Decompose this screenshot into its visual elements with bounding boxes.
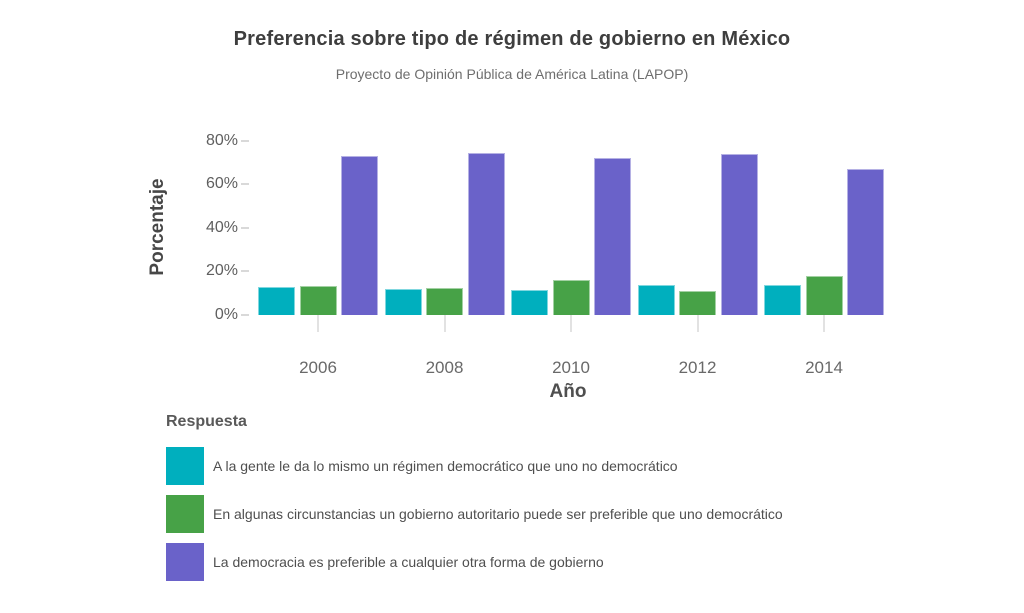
x-tick-mark: [696, 315, 699, 332]
x-tick-mark: [823, 315, 825, 332]
bar-group: [764, 169, 884, 315]
bar-group: [637, 153, 758, 315]
y-tick-label: 0%: [214, 306, 238, 323]
chart-subtitle: Proyecto de Opinión Pública de América L…: [335, 66, 689, 82]
y-tick-label: 40%: [205, 218, 238, 236]
bar: [764, 284, 801, 315]
legend-label: A la gente le da lo mismo un régimen dem…: [213, 458, 678, 474]
x-tick-label: 2014: [805, 358, 843, 377]
bar: [552, 280, 590, 315]
bar: [637, 284, 675, 315]
x-axis-title: Año: [549, 381, 587, 402]
bar: [679, 291, 716, 315]
y-tick-mark: [241, 226, 249, 229]
bar: [299, 285, 337, 315]
bar: [467, 152, 505, 315]
legend-title: Respuesta: [166, 413, 247, 430]
legend-item: A la gente le da lo mismo un régimen dem…: [166, 447, 783, 485]
y-axis-title: Porcentaje: [147, 178, 168, 276]
x-tick-mark: [317, 315, 319, 332]
bar: [384, 288, 422, 315]
bar: [341, 156, 378, 315]
legend-swatch-teal: [166, 447, 204, 485]
legend: Respuesta A la gente le da lo mismo un r…: [166, 413, 783, 591]
bar-group: [384, 152, 505, 315]
bar: [720, 153, 758, 315]
x-tick-label: 2008: [425, 358, 464, 377]
y-tick-label: 60%: [205, 175, 238, 193]
chart-title: Preferencia sobre tipo de régimen de gob…: [233, 28, 791, 50]
x-tick-label: 2006: [299, 358, 337, 377]
x-tick-mark: [570, 315, 572, 332]
legend-swatch-purple: [166, 543, 204, 581]
y-tick-label: 20%: [205, 262, 238, 280]
bar: [847, 169, 884, 315]
legend-label: La democracia es preferible a cualquier …: [213, 554, 604, 570]
y-tick-mark: [241, 183, 249, 186]
bar: [594, 158, 631, 315]
bar: [511, 289, 548, 315]
legend-label: En algunas circunstancias un gobierno au…: [213, 506, 783, 522]
legend-swatch-green: [166, 495, 204, 533]
y-tick-mark: [241, 139, 249, 142]
legend-item: En algunas circunstancias un gobierno au…: [166, 495, 783, 533]
bar: [805, 275, 843, 315]
bar: [426, 287, 463, 315]
x-tick-label: 2010: [552, 358, 590, 377]
x-tick-mark: [443, 315, 446, 332]
x-tick-label: 2012: [678, 358, 717, 377]
y-tick-label: 80%: [205, 131, 238, 149]
bar-group: [258, 156, 378, 315]
plot-area: 0% 20% 40% 60% 80% 2006 2008 2010 2012 2014: [206, 119, 888, 377]
bar: [258, 286, 295, 315]
y-tick-mark: [241, 314, 249, 316]
y-tick-mark: [241, 270, 249, 273]
bar-group: [511, 158, 631, 315]
legend-item: La democracia es preferible a cualquier …: [166, 543, 783, 581]
